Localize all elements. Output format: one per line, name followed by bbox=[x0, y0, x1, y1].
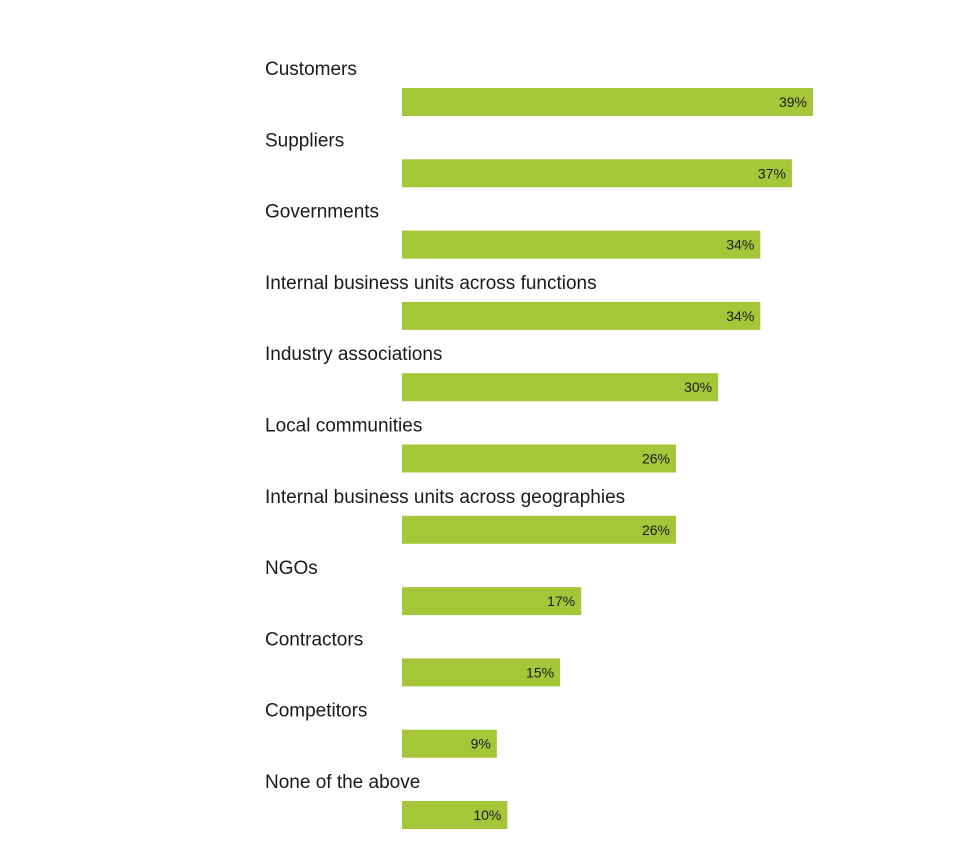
bar-row-none-of-the-above: None of the above 10% bbox=[265, 772, 508, 829]
bar bbox=[402, 88, 813, 116]
value-label: 30% bbox=[684, 379, 712, 395]
bar bbox=[402, 658, 561, 687]
bar bbox=[402, 801, 508, 829]
category-label: NGOs bbox=[265, 558, 318, 579]
bar bbox=[402, 230, 761, 259]
value-label: 26% bbox=[642, 451, 670, 467]
category-label: Governments bbox=[265, 202, 379, 223]
value-label: 9% bbox=[471, 736, 491, 752]
bar bbox=[402, 159, 792, 188]
value-label: 34% bbox=[726, 237, 754, 253]
bar bbox=[402, 729, 497, 758]
value-label: 26% bbox=[642, 522, 670, 538]
value-label: 17% bbox=[547, 593, 575, 609]
value-label: 10% bbox=[473, 807, 501, 823]
value-label: 39% bbox=[779, 94, 807, 110]
category-label: Customers bbox=[265, 59, 357, 80]
category-label: Competitors bbox=[265, 701, 367, 722]
bar-row-internal-business-units-across-geographies: Internal business units across geographi… bbox=[265, 487, 676, 544]
bar bbox=[402, 515, 676, 544]
bar-row-suppliers: Suppliers 37% bbox=[265, 130, 792, 188]
bar-row-customers: Customers 39% bbox=[265, 59, 813, 116]
value-label: 34% bbox=[726, 308, 754, 324]
bar-row-governments: Governments 34% bbox=[265, 202, 761, 259]
category-label: Contractors bbox=[265, 629, 363, 650]
bar-row-local-communities: Local communities 26% bbox=[265, 416, 676, 473]
bar-row-contractors: Contractors 15% bbox=[265, 629, 561, 687]
category-label: Suppliers bbox=[265, 130, 344, 151]
category-label: Industry associations bbox=[265, 344, 442, 365]
bar bbox=[402, 301, 761, 330]
bar bbox=[402, 444, 676, 473]
bar bbox=[402, 587, 582, 616]
bar-row-industry-associations: Industry associations 30% bbox=[265, 344, 719, 402]
bar bbox=[402, 373, 719, 402]
category-label: Internal business units across geographi… bbox=[265, 487, 625, 508]
bar-row-internal-business-units-across-functions: Internal business units across functions… bbox=[265, 273, 761, 330]
chart-rows: Customers39%Suppliers37%Governments34%In… bbox=[265, 59, 813, 829]
category-label: Local communities bbox=[265, 416, 422, 437]
bar-row-ngos: NGOs 17% bbox=[265, 558, 582, 616]
bar-row-competitors: Competitors 9% bbox=[265, 701, 497, 758]
category-label: None of the above bbox=[265, 772, 420, 793]
value-label: 15% bbox=[526, 664, 554, 680]
value-label: 37% bbox=[758, 165, 786, 181]
category-label: Internal business units across functions bbox=[265, 273, 597, 294]
